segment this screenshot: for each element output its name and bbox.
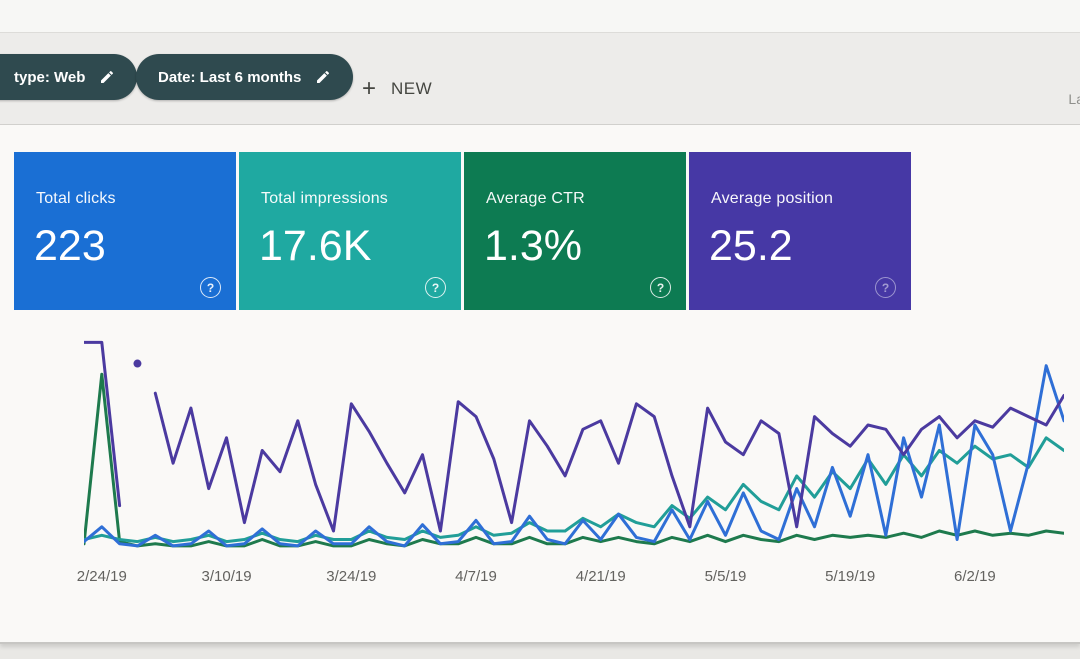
x-tick-label: 5/19/19 <box>825 568 876 585</box>
x-axis-labels: 2/24/19 3/10/19 3/24/19 4/7/19 4/21/19 5/5/19… <box>77 568 1064 598</box>
new-filter-button[interactable]: + NEW <box>362 66 432 112</box>
x-tick-label: 4/7/19 <box>455 568 497 585</box>
help-icon[interactable]: ? <box>650 277 671 298</box>
help-icon[interactable]: ? <box>875 277 896 298</box>
filter-chip-search-type[interactable]: type: Web <box>0 54 138 100</box>
series-point-position <box>133 359 142 368</box>
metric-card-label: Average position <box>711 190 834 207</box>
metric-card-value: 1.3% <box>484 222 583 270</box>
traffic-chart-svg <box>84 340 1064 548</box>
x-tick-label: 4/21/19 <box>575 568 626 585</box>
metric-card-total-impressions[interactable]: Total impressions 17.6K ? <box>239 152 461 310</box>
metric-card-value: 223 <box>34 222 106 270</box>
last-updated-partial-text: La <box>1068 91 1080 107</box>
performance-chart[interactable]: 2/24/19 3/10/19 3/24/19 4/7/19 4/21/19 5/5/19… <box>77 330 1064 598</box>
x-tick-label: 6/2/19 <box>954 568 996 585</box>
edit-icon[interactable] <box>99 69 115 85</box>
x-tick-label: 3/24/19 <box>326 568 377 585</box>
metric-card-value: 25.2 <box>709 222 793 270</box>
metric-card-label: Total impressions <box>261 190 389 207</box>
help-icon[interactable]: ? <box>425 277 446 298</box>
metric-card-value: 17.6K <box>259 222 372 270</box>
metric-card-average-ctr[interactable]: Average CTR 1.3% ? <box>464 152 686 310</box>
series-line-ctr <box>84 372 1064 548</box>
x-tick-label: 2/24/19 <box>76 568 127 585</box>
metric-card-total-clicks[interactable]: Total clicks 223 ? <box>14 152 236 310</box>
new-button-label: NEW <box>391 79 433 98</box>
series-line-clicks <box>84 364 1064 548</box>
series-line-position <box>153 391 1064 533</box>
series-line-position <box>84 340 122 508</box>
filter-toolbar: type: Web Date: Last 6 months + NEW La <box>0 33 1080 125</box>
filter-chip-label: Date: Last 6 months <box>158 68 302 86</box>
metric-cards-row: Total clicks 223 ? Total impressions 17.… <box>14 152 911 310</box>
help-icon[interactable]: ? <box>200 277 221 298</box>
metric-card-average-position[interactable]: Average position 25.2 ? <box>689 152 911 310</box>
screen-top-strip <box>0 0 1080 33</box>
x-tick-label: 5/5/19 <box>704 568 747 585</box>
plus-icon: + <box>362 75 377 102</box>
x-tick-label: 3/10/19 <box>201 568 252 585</box>
metric-card-label: Average CTR <box>486 190 585 207</box>
edit-icon[interactable] <box>315 69 331 85</box>
metric-card-label: Total clicks <box>36 190 116 207</box>
filter-chip-label: type: Web <box>14 68 86 86</box>
report-panel: Total clicks 223 ? Total impressions 17.… <box>0 125 1080 644</box>
filter-chip-date[interactable]: Date: Last 6 months <box>136 54 354 100</box>
